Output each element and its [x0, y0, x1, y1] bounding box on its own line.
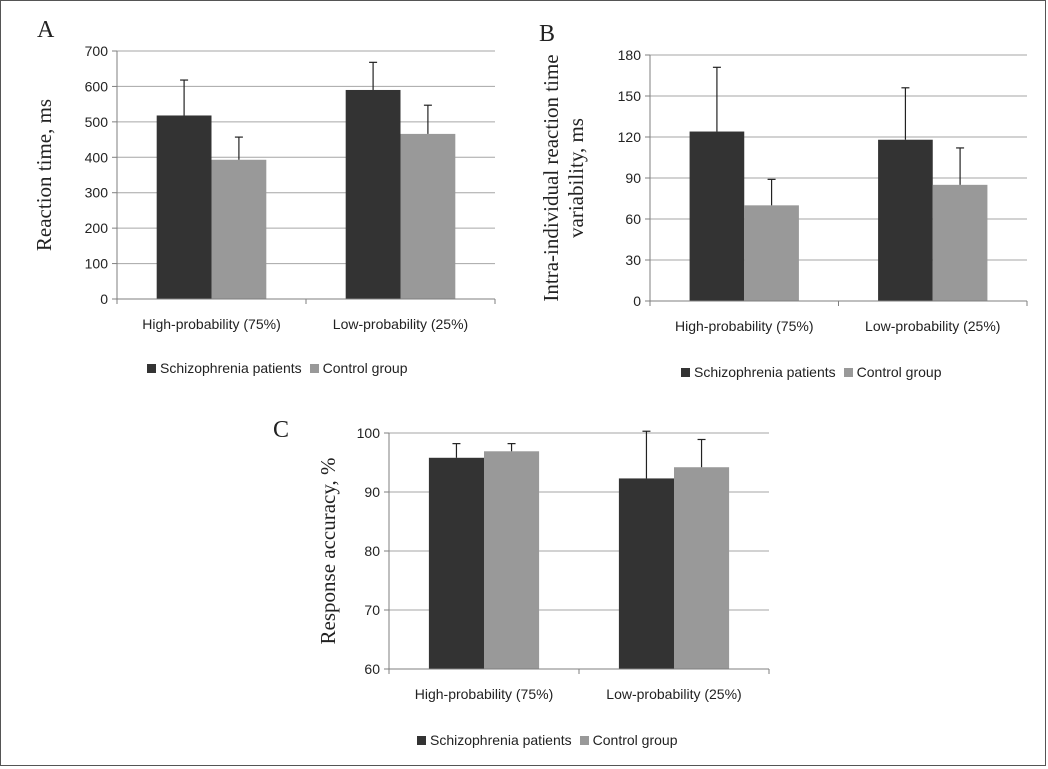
y-tick-label: 150: [618, 88, 642, 104]
legend-label-patients: Schizophrenia patients: [160, 360, 302, 376]
y-tick-label: 700: [85, 43, 109, 59]
bar-control: [211, 159, 267, 299]
chart-b: 0 30 60 90 120 150 180 High-probability (75%) Lo…: [539, 47, 1028, 334]
legend-item-patients: Schizophrenia patients: [147, 360, 302, 376]
y-tick-label: 30: [625, 252, 641, 268]
y-tick-label: 300: [85, 185, 109, 201]
bar-control: [932, 184, 988, 301]
x-category-label: High-probability (75%): [415, 686, 554, 702]
bar-control: [484, 451, 540, 669]
y-tick-label: 600: [85, 78, 109, 94]
x-category-label: Low-probability (25%): [606, 686, 741, 702]
panel-letter-a: A: [37, 17, 55, 43]
legend-item-control: Control group: [579, 732, 678, 748]
y-axis-label-line: Reaction time, ms: [32, 99, 56, 251]
y-tick-label: 400: [85, 149, 109, 165]
bar-patients: [345, 89, 401, 299]
x-category-label: High-probability (75%): [675, 318, 814, 334]
y-axis-label-line: variability, ms: [564, 118, 588, 238]
bar-patients: [156, 115, 212, 299]
legend-a: Schizophrenia patients Control group: [147, 360, 415, 376]
y-axis-label: Intra-individual reaction timevariabilit…: [539, 54, 588, 301]
legend-label-control: Control group: [592, 732, 678, 748]
y-tick-label: 0: [100, 291, 108, 307]
legend-item-patients: Schizophrenia patients: [681, 364, 836, 380]
legend-label-control: Control group: [856, 364, 942, 380]
legend-label-patients: Schizophrenia patients: [430, 732, 572, 748]
y-tick-label: 180: [618, 47, 642, 63]
y-tick-label: 70: [364, 602, 380, 618]
y-tick-label: 500: [85, 114, 109, 130]
legend-label-control: Control group: [322, 360, 408, 376]
bar-patients: [689, 131, 745, 301]
panel-c: C 60 70 80 90 100 High-probability (75%) Low-p…: [261, 401, 801, 769]
chart-c: 60 70 80 90 100 High-probability (75%) Low-pro…: [316, 425, 770, 702]
bar-control: [400, 133, 456, 299]
bar-control: [674, 467, 730, 669]
bar-control: [744, 205, 799, 301]
y-tick-label: 0: [633, 293, 641, 309]
y-tick-label: 80: [364, 543, 380, 559]
bar-patients: [428, 457, 484, 669]
y-axis-label: Reaction time, ms: [32, 99, 56, 251]
legend-swatch-patients: [417, 735, 426, 745]
legend-label-patients: Schizophrenia patients: [694, 364, 836, 380]
legend-swatch-patients: [147, 363, 156, 373]
bar-patients: [878, 139, 933, 301]
legend-b: Schizophrenia patients Control group: [681, 364, 949, 380]
x-category-label: Low-probability (25%): [865, 318, 1000, 334]
y-tick-label: 60: [625, 211, 641, 227]
panel-letter-b: B: [539, 21, 556, 47]
legend-swatch-patients: [681, 367, 690, 377]
x-category-label: Low-probability (25%): [333, 316, 468, 332]
panel-b: B 0 30 60 90 120 150 180 High-probability (75%)…: [521, 1, 1048, 401]
y-tick-label: 60: [364, 661, 380, 677]
y-tick-label: 90: [625, 170, 641, 186]
y-axis-label-line: Response accuracy, %: [316, 458, 340, 645]
y-tick-label: 120: [618, 129, 642, 145]
y-axis-label: Response accuracy, %: [316, 458, 340, 645]
y-tick-label: 90: [364, 484, 380, 500]
panel-letter-c: C: [273, 417, 290, 443]
legend-swatch-control: [579, 735, 589, 745]
x-category-label: High-probability (75%): [142, 316, 281, 332]
chart-a: 0 100 200 300 400 500 600 700 High-probability (…: [32, 43, 496, 332]
y-axis-label-line: Intra-individual reaction time: [539, 54, 563, 301]
legend-c: Schizophrenia patients Control group: [417, 732, 685, 748]
y-tick-label: 100: [85, 256, 109, 272]
legend-item-patients: Schizophrenia patients: [417, 732, 572, 748]
legend-swatch-control: [843, 367, 853, 377]
y-tick-label: 200: [85, 220, 109, 236]
y-tick-label: 100: [357, 425, 381, 441]
legend-item-control: Control group: [309, 360, 408, 376]
legend-item-control: Control group: [843, 364, 942, 380]
legend-swatch-control: [309, 363, 319, 373]
panel-a: A 0 100 200 300 400 500 600 700 High-probability…: [1, 1, 521, 401]
bar-patients: [618, 478, 674, 669]
